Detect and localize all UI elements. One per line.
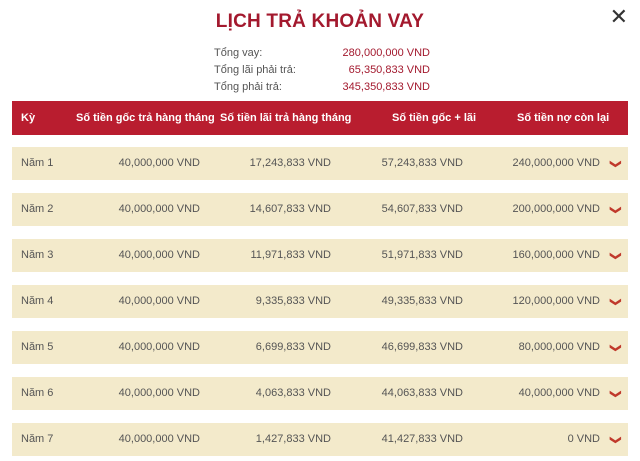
cell-principal: 40,000,000 VND (118, 387, 200, 399)
cell-total: 54,607,833 VND (381, 203, 463, 215)
cell-remaining: 0 VND (567, 433, 600, 445)
table-row[interactable]: Năm 1 40,000,000 VND 17,243,833 VND 57,243,… (12, 147, 628, 180)
summary-line: Tổng lãi phải trả: 65,350,833 VND (214, 64, 430, 76)
cell-interest: 17,243,833 VND (249, 157, 331, 169)
cell-remaining: 120,000,000 VND (512, 295, 600, 307)
cell-total: 49,335,833 VND (381, 295, 463, 307)
cell-interest: 4,063,833 VND (255, 387, 331, 399)
table-row[interactable]: Năm 7 40,000,000 VND 1,427,833 VND 41,427,8… (12, 423, 628, 456)
cell-interest: 14,607,833 VND (249, 203, 331, 215)
cell-period: Năm 4 (21, 295, 54, 307)
cell-remaining: 160,000,000 VND (512, 249, 600, 261)
chevron-down-icon[interactable]: ❯ (609, 251, 622, 261)
cell-total: 57,243,833 VND (381, 157, 463, 169)
cell-period: Năm 7 (21, 433, 54, 445)
table-row[interactable]: Năm 3 40,000,000 VND 11,971,833 VND 51,971,… (12, 239, 628, 272)
table-row[interactable]: Năm 6 40,000,000 VND 4,063,833 VND 44,063,8… (12, 377, 628, 410)
cell-period: Năm 2 (21, 203, 54, 215)
cell-principal: 40,000,000 VND (118, 157, 200, 169)
cell-interest: 11,971,833 VND (250, 249, 331, 261)
chevron-down-icon[interactable]: ❯ (609, 159, 622, 169)
cell-period: Năm 3 (21, 249, 54, 261)
table-row[interactable]: Năm 2 40,000,000 VND 14,607,833 VND 54,607,… (12, 193, 628, 226)
header-interest: Số tiền lãi trả hàng tháng (220, 112, 352, 124)
cell-principal: 40,000,000 VND (118, 433, 200, 445)
cell-remaining: 200,000,000 VND (512, 203, 600, 215)
cell-period: Năm 6 (21, 387, 54, 399)
cell-interest: 1,427,833 VND (255, 433, 331, 445)
page-title: LỊCH TRẢ KHOẢN VAY (215, 11, 425, 32)
chevron-down-icon[interactable]: ❯ (609, 435, 622, 445)
cell-remaining: 40,000,000 VND (518, 387, 600, 399)
chevron-down-icon[interactable]: ❯ (609, 389, 622, 399)
cell-principal: 40,000,000 VND (118, 341, 200, 353)
cell-remaining: 240,000,000 VND (512, 157, 600, 169)
cell-total: 51,971,833 VND (381, 249, 463, 261)
cell-principal: 40,000,000 VND (118, 203, 200, 215)
header-remaining: Số tiền nợ còn lại (517, 112, 610, 124)
header-principal: Số tiền gốc trả hàng tháng (76, 112, 215, 124)
summary-value: 65,350,833 VND (348, 64, 430, 76)
chevron-down-icon[interactable]: ❯ (609, 297, 622, 307)
cell-total: 44,063,833 VND (381, 387, 463, 399)
cell-total: 41,427,833 VND (381, 433, 463, 445)
header-total: Số tiền gốc + lãi (392, 112, 477, 124)
cell-interest: 9,335,833 VND (255, 295, 331, 307)
summary-label: Tổng vay: (214, 47, 263, 59)
summary-label: Tổng lãi phải trả: (214, 64, 296, 76)
summary-line: Tổng phải trả: 345,350,833 VND (214, 81, 430, 93)
close-icon[interactable]: ✕ (609, 4, 628, 29)
cell-remaining: 80,000,000 VND (518, 341, 600, 353)
summary-line: Tổng vay: 280,000,000 VND (214, 47, 430, 59)
cell-period: Năm 1 (21, 157, 54, 169)
cell-principal: 40,000,000 VND (118, 249, 200, 261)
cell-period: Năm 5 (21, 341, 54, 353)
summary-value: 280,000,000 VND (342, 47, 430, 59)
table-row[interactable]: Năm 4 40,000,000 VND 9,335,833 VND 49,335,8… (12, 285, 628, 318)
cell-total: 46,699,833 VND (381, 341, 463, 353)
cell-principal: 40,000,000 VND (118, 295, 200, 307)
header-period: Kỳ (21, 112, 36, 124)
summary-label: Tổng phải trả: (214, 81, 282, 93)
table-header: Kỳ Số tiền gốc trả hàng tháng Số tiền lã… (12, 101, 628, 135)
table-row[interactable]: Năm 5 40,000,000 VND 6,699,833 VND 46,699,8… (12, 331, 628, 364)
summary-value: 345,350,833 VND (342, 81, 430, 93)
cell-interest: 6,699,833 VND (255, 341, 331, 353)
chevron-down-icon[interactable]: ❯ (609, 343, 622, 353)
chevron-down-icon[interactable]: ❯ (609, 205, 622, 215)
